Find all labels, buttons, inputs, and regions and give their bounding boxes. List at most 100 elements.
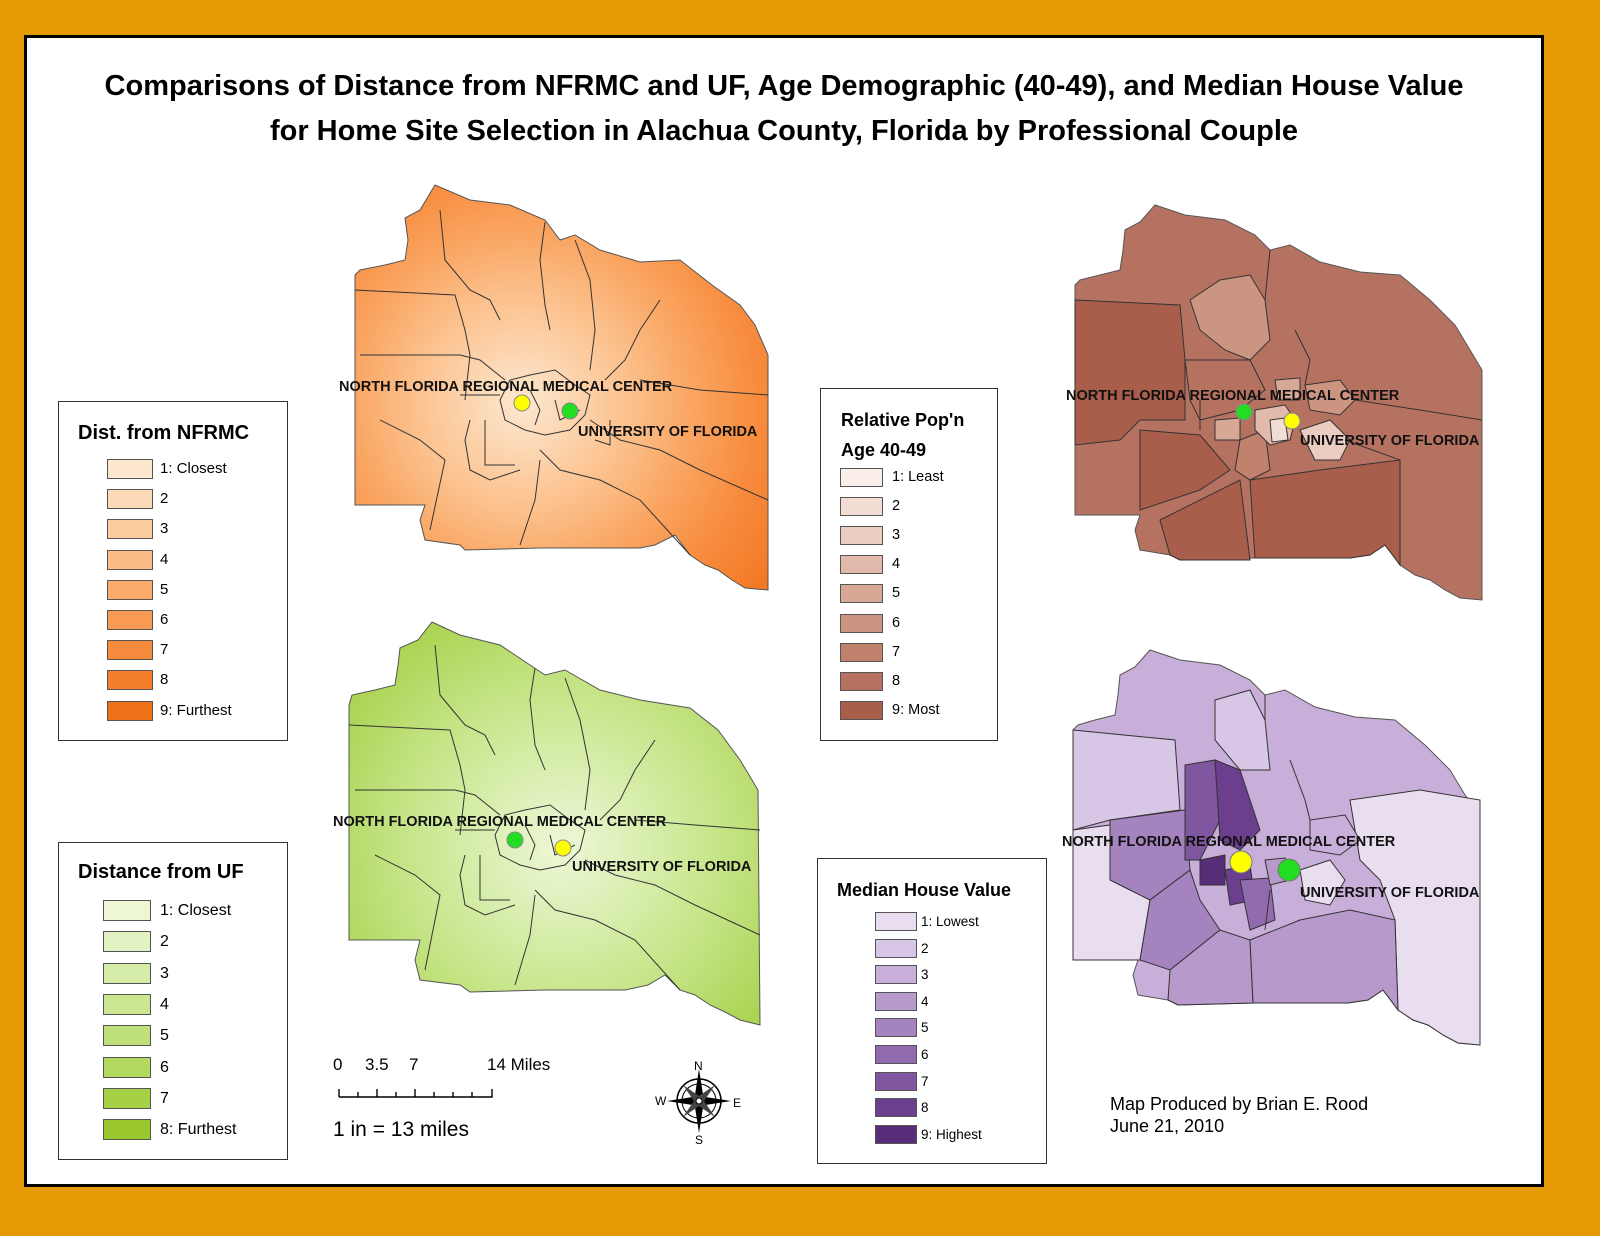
legend-uf-label: 7: [160, 1089, 169, 1107]
legend-uf-label: 3: [160, 964, 169, 982]
legend-age-label: 9: Most: [892, 701, 940, 718]
county-outline-uf: [348, 621, 761, 1026]
legend-age-title-2: Age 40-49: [841, 440, 927, 460]
legend-house-label: 6: [921, 1047, 929, 1062]
legend-house-label: 8: [921, 1100, 929, 1116]
nfrmc-uf-marker: [561, 402, 579, 420]
legend-nfrmc-swatch: [107, 519, 153, 540]
map-age-40-49: NORTH FLORIDA REGIONAL MEDICAL CENTER UN…: [1066, 204, 1483, 601]
legend-house-swatch: [875, 1045, 917, 1064]
legend-nfrmc-label: 9: Furthest: [160, 701, 232, 719]
legend-uf-label: 4: [160, 995, 169, 1013]
legend-nfrmc-swatch: [107, 549, 153, 570]
legend-house-swatch: [875, 1098, 917, 1118]
legend-uf-swatch: [103, 1087, 151, 1109]
legend-house-swatch: [875, 1124, 917, 1144]
map-distance-nfrmc: NORTH FLORIDA REGIONAL MEDICAL CENTER UN…: [333, 184, 1483, 1147]
legend-nfrmc-label: 8: [160, 671, 169, 689]
legend-age-swatch: [840, 642, 883, 662]
legend-house-value: Median House Value 1: Lowest 2 3 4 5 6 7 8 9: Hi…: [817, 858, 1047, 1164]
legend-age-swatch: [840, 671, 883, 691]
age-map-hospital-label: NORTH FLORIDA REGIONAL MEDICAL CENTER: [1066, 388, 1400, 404]
legend-dist-uf-title: Distance from UF: [78, 861, 244, 883]
age-map-uf-label: UNIVERSITY OF FLORIDA: [1300, 433, 1480, 449]
legend-nfrmc-swatch: [107, 640, 153, 661]
legend-uf-label: 6: [160, 1058, 169, 1076]
map-title-line-1: Comparisons of Distance from NFRMC and U…: [104, 70, 1464, 102]
legend-nfrmc-swatch: [107, 610, 153, 630]
legend-nfrmc-label: 6: [160, 611, 169, 628]
legend-age-swatch: [840, 555, 883, 575]
age-map-hospital-marker: [1235, 403, 1253, 421]
legend-age-label: 5: [892, 585, 901, 602]
legend-house-swatch: [875, 912, 917, 931]
house-map-hospital-label: NORTH FLORIDA REGIONAL MEDICAL CENTER: [1062, 834, 1396, 850]
compass-w: W: [655, 1094, 667, 1108]
legend-nfrmc-label: 3: [160, 520, 169, 538]
age-map-uf-marker: [1283, 412, 1301, 430]
legend-house-swatch: [875, 938, 917, 958]
uf-map-uf-marker: [554, 839, 572, 857]
compass-e: E: [733, 1096, 741, 1110]
legend-nfrmc-swatch: [107, 579, 153, 600]
legend-uf-swatch: [103, 1056, 151, 1078]
legend-nfrmc-label: 4: [160, 550, 169, 568]
legend-house-label: 2: [921, 940, 929, 956]
credit-author: Map Produced by Brian E. Rood: [1110, 1094, 1369, 1114]
legend-age-swatch: [840, 584, 883, 604]
compass-rose-icon: N S E W: [655, 1059, 741, 1147]
legend-dist-uf: Distance from UF 1: Closest 2 3 4 5 6 7 8: Furt…: [58, 842, 288, 1160]
legend-dist-nfrmc: Dist. from NFRMC 1: Closest 2 3 4 5 6 7 8 9: Fur…: [58, 401, 288, 741]
legend-age-label: 6: [892, 614, 901, 631]
legend-house-swatch: [875, 1018, 917, 1038]
scale-bar: [338, 1089, 493, 1098]
legend-uf-label: 8: Furthest: [160, 1121, 237, 1139]
legend-nfrmc-label: 1: Closest: [160, 460, 227, 477]
compass-s: S: [695, 1133, 703, 1147]
legend-nfrmc-swatch: [107, 700, 153, 721]
legend-uf-swatch: [103, 1119, 151, 1141]
legend-house-label: 9: Highest: [921, 1126, 982, 1142]
scale-tick-14-miles: 14 Miles: [487, 1055, 551, 1074]
legend-age-swatch: [840, 468, 883, 487]
legend-house-swatch: [875, 991, 917, 1011]
map-median-house-value: NORTH FLORIDA REGIONAL MEDICAL CENTER UN…: [1062, 649, 1481, 1046]
legend-age-label: 8: [892, 672, 901, 689]
legend-uf-label: 5: [160, 1027, 169, 1045]
legend-age-swatch: [840, 497, 883, 517]
county-outline-nfrmc: [354, 184, 769, 591]
legend-age-label: 1: Least: [892, 469, 944, 485]
legend-age-swatch: [840, 613, 883, 633]
legend-nfrmc-label: 2: [160, 490, 169, 508]
legend-house-label: 5: [921, 1020, 929, 1036]
legend-uf-label: 1: Closest: [160, 902, 232, 919]
legend-nfrmc-label: 5: [160, 580, 169, 598]
uf-map-hospital-label: NORTH FLORIDA REGIONAL MEDICAL CENTER: [333, 814, 667, 830]
scale-tick-7: 7: [409, 1055, 419, 1074]
scale-tick-3-5: 3.5: [365, 1055, 389, 1074]
tract-lines-uf: [348, 644, 761, 991]
legend-house-label: 1: Lowest: [921, 914, 979, 929]
legend-house-title: Median House Value: [837, 880, 1012, 900]
nfrmc-map-uf-label: UNIVERSITY OF FLORIDA: [578, 424, 758, 440]
legend-nfrmc-swatch: [107, 670, 153, 691]
legend-age-label: 7: [892, 643, 901, 660]
legend-age-label: 3: [892, 527, 901, 544]
legend-dist-nfrmc-title: Dist. from NFRMC: [78, 422, 250, 444]
legend-age: Relative Pop'n Age 40-49 1: Least 2 3 4 5 6 7 8…: [820, 388, 998, 741]
uf-map-uf-label: UNIVERSITY OF FLORIDA: [572, 859, 752, 875]
legend-house-swatch: [875, 1071, 917, 1091]
legend-uf-swatch: [103, 931, 151, 953]
legend-house-label: 4: [921, 993, 929, 1009]
map-title-line-2: for Home Site Selection in Alachua Count…: [269, 115, 1299, 147]
legend-house-swatch: [875, 965, 917, 985]
house-map-uf-label: UNIVERSITY OF FLORIDA: [1300, 885, 1480, 901]
legend-age-swatch: [840, 526, 883, 546]
scale-ratio: 1 in = 13 miles: [333, 1118, 469, 1141]
legend-house-label: 3: [921, 967, 929, 983]
legend-nfrmc-swatch: [107, 489, 153, 510]
legend-uf-swatch: [103, 993, 151, 1015]
legend-uf-swatch: [103, 900, 151, 921]
legend-uf-label: 2: [160, 933, 169, 951]
credit-date: June 21, 2010: [1110, 1116, 1225, 1136]
